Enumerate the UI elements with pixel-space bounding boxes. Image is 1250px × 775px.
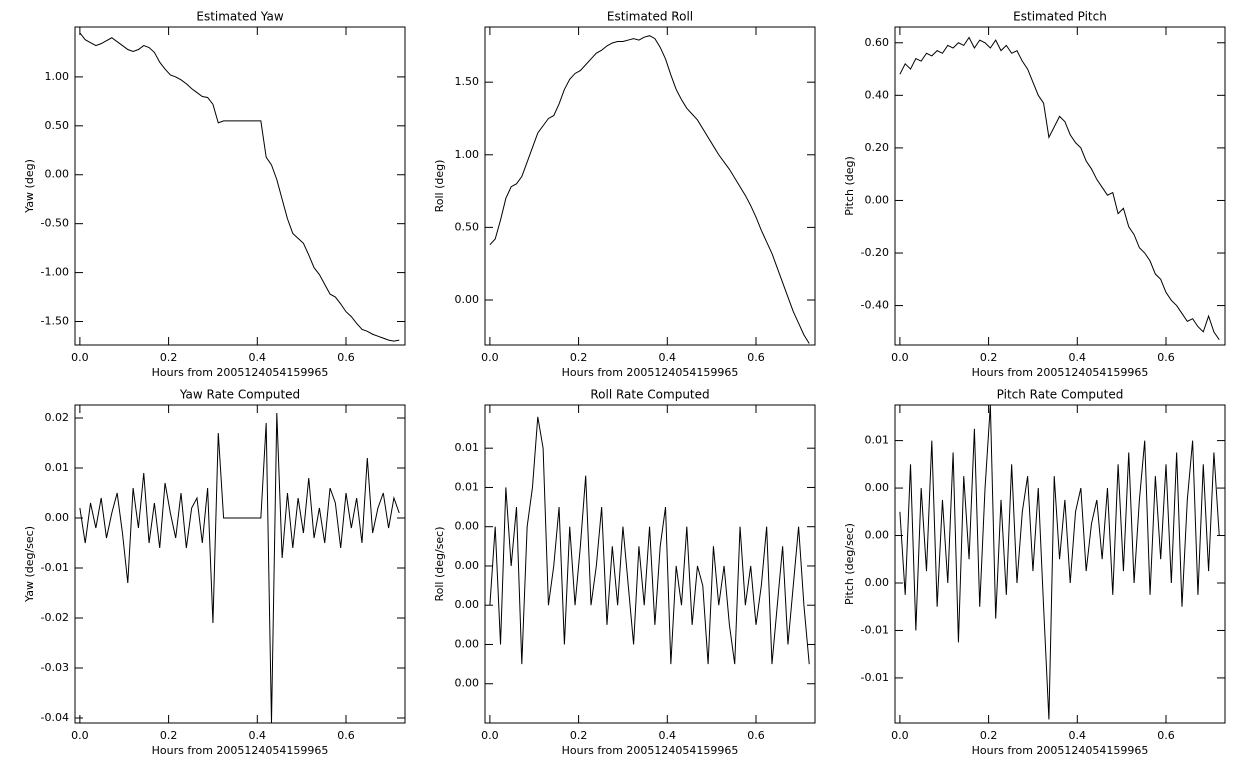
data-line bbox=[489, 416, 810, 665]
x-tick-label: 0.4 bbox=[249, 729, 267, 742]
y-tick-label: 0.40 bbox=[865, 88, 890, 101]
y-tick-label: 0.00 bbox=[865, 193, 890, 206]
x-tick-label: 0.4 bbox=[659, 351, 677, 364]
y-axis-label: Yaw (deg) bbox=[23, 159, 36, 214]
x-tick-label: 0.6 bbox=[1157, 351, 1175, 364]
x-tick-label: 0.2 bbox=[570, 729, 588, 742]
x-tick-label: 0.6 bbox=[337, 351, 355, 364]
x-tick-label: 0.0 bbox=[481, 729, 499, 742]
x-tick-label: 0.0 bbox=[891, 351, 909, 364]
x-tick-label: 0.0 bbox=[891, 729, 909, 742]
y-tick-label: 0.01 bbox=[45, 461, 70, 474]
plot-frame bbox=[894, 404, 1226, 724]
y-tick-label: -0.04 bbox=[41, 711, 69, 724]
y-tick-label: -1.00 bbox=[41, 266, 69, 279]
y-tick-label: 0.00 bbox=[865, 481, 890, 494]
y-tick-label: -0.01 bbox=[861, 623, 889, 636]
panel: Estimated Pitch Hours from 20051240541599… bbox=[843, 10, 1226, 379]
y-axis-label: Roll (deg/sec) bbox=[433, 526, 446, 601]
x-tick-label: 0.2 bbox=[160, 729, 178, 742]
x-tick-label: 0.0 bbox=[71, 351, 89, 364]
x-tick-label: 0.0 bbox=[481, 351, 499, 364]
y-tick-label: -0.03 bbox=[41, 661, 69, 674]
y-tick-label: 0.60 bbox=[865, 36, 890, 49]
x-tick-label: 0.4 bbox=[1069, 351, 1087, 364]
x-axis-label: Hours from 2005124054159965 bbox=[972, 744, 1149, 757]
y-axis-label: Pitch (deg/sec) bbox=[843, 523, 856, 605]
y-tick-label: 0.00 bbox=[455, 520, 480, 533]
x-tick-label: 0.4 bbox=[249, 351, 267, 364]
panel-title: Estimated Yaw bbox=[196, 10, 283, 24]
panel: Estimated Yaw Hours from 2005124054159965… bbox=[23, 10, 406, 379]
y-tick-label: 0.20 bbox=[865, 141, 890, 154]
x-tick-label: 0.4 bbox=[659, 729, 677, 742]
x-tick-label: 0.6 bbox=[747, 351, 765, 364]
y-axis-label: Roll (deg) bbox=[433, 160, 446, 213]
x-tick-label: 0.6 bbox=[1157, 729, 1175, 742]
data-line bbox=[899, 404, 1220, 720]
y-tick-label: 0.00 bbox=[865, 529, 890, 542]
y-tick-label: -1.50 bbox=[41, 315, 69, 328]
y-tick-label: 0.00 bbox=[455, 677, 480, 690]
x-axis-label: Hours from 2005124054159965 bbox=[972, 366, 1149, 379]
x-tick-label: 0.4 bbox=[1069, 729, 1087, 742]
data-line bbox=[79, 32, 400, 342]
y-tick-label: 0.00 bbox=[455, 598, 480, 611]
y-tick-label: 0.00 bbox=[865, 576, 890, 589]
y-tick-label: 0.01 bbox=[865, 434, 890, 447]
x-tick-label: 0.0 bbox=[71, 729, 89, 742]
y-axis-label: Yaw (deg/sec) bbox=[23, 526, 36, 603]
panel-title: Estimated Roll bbox=[607, 10, 693, 24]
x-axis-label: Hours from 2005124054159965 bbox=[562, 366, 739, 379]
y-tick-label: -0.50 bbox=[41, 217, 69, 230]
x-tick-label: 0.2 bbox=[570, 351, 588, 364]
x-axis-label: Hours from 2005124054159965 bbox=[152, 744, 329, 757]
y-tick-label: -0.02 bbox=[41, 611, 69, 624]
y-tick-label: 0.00 bbox=[455, 637, 480, 650]
x-tick-label: 0.6 bbox=[747, 729, 765, 742]
plot-frame bbox=[894, 26, 1226, 346]
y-tick-label: -0.01 bbox=[41, 561, 69, 574]
y-tick-label: 0.01 bbox=[455, 441, 480, 454]
panel: Yaw Rate Computed Hours from 200512405415… bbox=[23, 388, 406, 757]
x-axis-label: Hours from 2005124054159965 bbox=[562, 744, 739, 757]
panel-title: Pitch Rate Computed bbox=[997, 388, 1124, 402]
data-line bbox=[899, 36, 1220, 341]
panel: Estimated Roll Hours from 200512405415996… bbox=[433, 10, 816, 379]
panel-title: Yaw Rate Computed bbox=[179, 388, 300, 402]
x-axis-label: Hours from 2005124054159965 bbox=[152, 366, 329, 379]
x-tick-label: 0.2 bbox=[980, 351, 998, 364]
data-line bbox=[489, 35, 810, 344]
y-tick-label: 1.50 bbox=[455, 75, 480, 88]
y-tick-label: -0.40 bbox=[861, 299, 889, 312]
y-tick-label: 0.01 bbox=[455, 480, 480, 493]
plot-frame bbox=[74, 26, 406, 346]
x-tick-label: 0.6 bbox=[337, 729, 355, 742]
y-tick-label: -0.01 bbox=[861, 671, 889, 684]
y-tick-label: 0.00 bbox=[455, 559, 480, 572]
plot-frame bbox=[484, 404, 816, 724]
data-line bbox=[79, 412, 400, 724]
panel: Roll Rate Computed Hours from 20051240541… bbox=[433, 388, 816, 757]
y-tick-label: -0.20 bbox=[861, 246, 889, 259]
y-tick-label: 0.50 bbox=[455, 220, 480, 233]
y-tick-label: 0.02 bbox=[45, 411, 70, 424]
panel: Pitch Rate Computed Hours from 2005124054… bbox=[843, 388, 1226, 757]
panel-title: Estimated Pitch bbox=[1013, 10, 1107, 24]
y-tick-label: 0.00 bbox=[45, 511, 70, 524]
y-tick-label: 0.00 bbox=[455, 293, 480, 306]
y-tick-label: 1.00 bbox=[455, 148, 480, 161]
y-axis-label: Pitch (deg) bbox=[843, 156, 856, 216]
plot-frame bbox=[74, 404, 406, 724]
panel-title: Roll Rate Computed bbox=[590, 388, 709, 402]
x-tick-label: 0.2 bbox=[980, 729, 998, 742]
y-tick-label: 0.00 bbox=[45, 168, 70, 181]
plot-frame bbox=[484, 26, 816, 346]
x-tick-label: 0.2 bbox=[160, 351, 178, 364]
y-tick-label: 1.00 bbox=[45, 70, 70, 83]
y-tick-label: 0.50 bbox=[45, 119, 70, 132]
